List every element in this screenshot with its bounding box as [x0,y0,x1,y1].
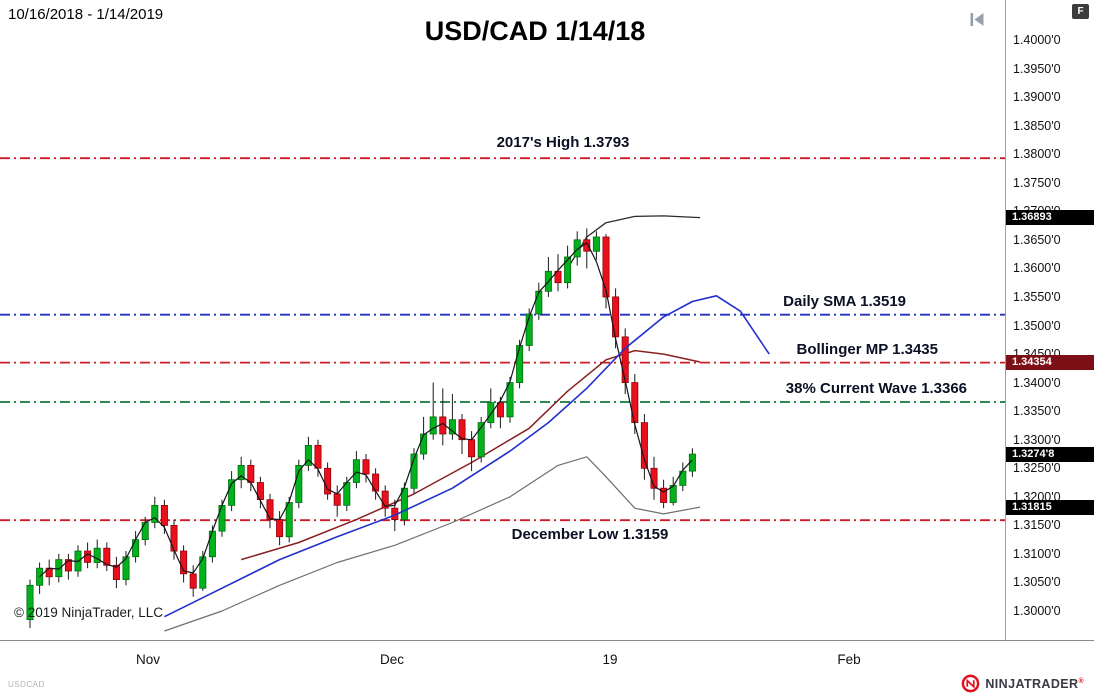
price-tick: 1.3850'0 [1013,119,1061,133]
price-axis[interactable]: F 1.4000'0 1.3950'0 1.3900'0 1.3850'0 1.3800… [1005,0,1094,640]
go-to-last-bar-icon[interactable] [968,12,986,32]
price-tick: 1.3800'0 [1013,147,1061,161]
brand-name: NINJATRADER® [985,676,1084,691]
copyright-text: © 2019 NinjaTrader, LLC [14,605,164,620]
price-tick: 1.4000'0 [1013,33,1061,47]
price-tick: 1.3950'0 [1013,62,1061,76]
chart-plot-area[interactable]: 2017's High 1.3793 Daily SMA 1.3519 Bollin… [0,0,1005,640]
price-tick: 1.3100'0 [1013,547,1061,561]
candlestick-chart[interactable] [0,0,1005,640]
date-range-label: 10/16/2018 - 1/14/2019 [8,6,164,23]
price-tick: 1.3650'0 [1013,233,1061,247]
time-axis-label: Nov [135,652,161,667]
price-badge: 1.3274'8 [1006,447,1094,462]
price-tick: 1.3400'0 [1013,376,1061,390]
instrument-label: USDCAD [8,680,45,689]
price-tick: 1.3900'0 [1013,90,1061,104]
price-badge: 1.34354 [1006,355,1094,370]
time-axis-label: Feb [837,652,861,667]
ninjatrader-logo-icon [962,674,980,693]
price-tick: 1.3750'0 [1013,176,1061,190]
time-axis-label: Dec [379,652,405,667]
price-tick: 1.3500'0 [1013,319,1061,333]
time-axis[interactable]: Nov Dec 19 Feb [0,640,1094,673]
status-bar: USDCAD NINJATRADER® [0,673,1094,695]
panel-f-badge[interactable]: F [1072,4,1089,19]
ninjatrader-logo: NINJATRADER® [961,674,1084,693]
price-tick: 1.3300'0 [1013,433,1061,447]
price-tick: 1.3050'0 [1013,575,1061,589]
price-tick: 1.3550'0 [1013,290,1061,304]
chart-title: USD/CAD 1/14/18 [424,16,646,46]
registered-mark: ® [1078,677,1084,685]
price-tick: 1.3000'0 [1013,604,1061,618]
price-tick: 1.3250'0 [1013,461,1061,475]
time-axis-label: 19 [602,652,618,667]
price-tick: 1.3350'0 [1013,404,1061,418]
price-tick: 1.3150'0 [1013,518,1061,532]
price-tick: 1.3600'0 [1013,261,1061,275]
price-badge: 1.36893 [1006,210,1094,225]
price-badge: 1.31815 [1006,500,1094,515]
